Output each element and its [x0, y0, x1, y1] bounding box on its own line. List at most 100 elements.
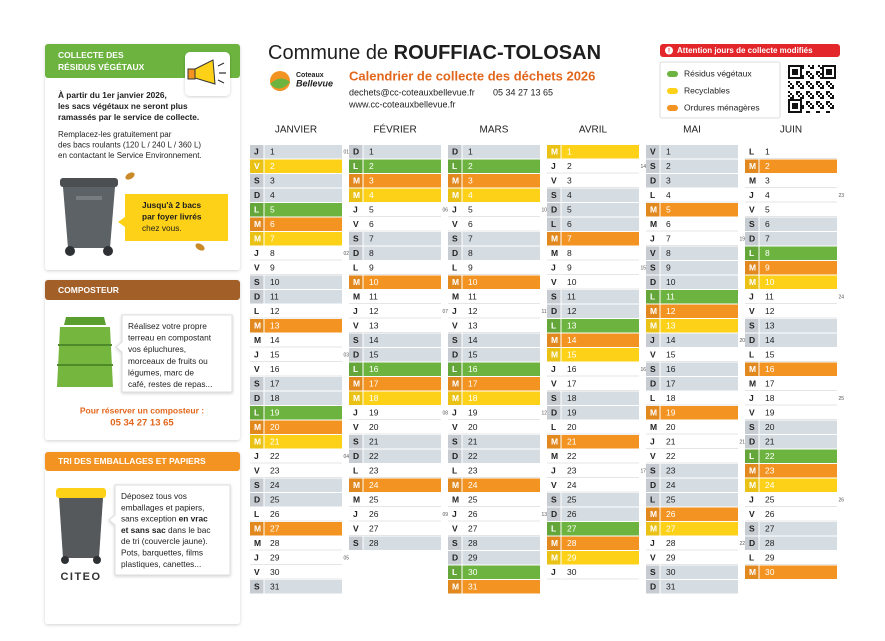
day-number: 1 — [369, 147, 374, 157]
qr-module — [802, 85, 804, 87]
qr-module — [830, 103, 832, 105]
day-row — [250, 290, 342, 304]
qr-module — [826, 93, 828, 95]
day-number: 23 — [270, 466, 280, 476]
day-number: 24 — [270, 480, 280, 490]
day-number: 23 — [666, 466, 676, 476]
day-row — [745, 188, 837, 202]
day-letter: S — [551, 495, 557, 505]
qr-module — [822, 73, 824, 75]
day-number: 11 — [666, 292, 675, 302]
week-number: 13 — [542, 512, 548, 518]
day-number: 25 — [666, 495, 676, 505]
day-row — [646, 420, 738, 434]
day-letter: M — [551, 350, 558, 360]
day-letter: M — [749, 364, 756, 374]
day-letter: V — [254, 567, 260, 577]
day-number: 17 — [369, 379, 379, 389]
qr-module — [818, 105, 820, 107]
day-row — [646, 174, 738, 188]
text-line-segment: vos épluchures, — [128, 344, 186, 354]
day-letter: L — [551, 219, 556, 229]
card-sorting — [45, 452, 240, 624]
text-line: plastiques, canettes... — [121, 559, 201, 569]
day-letter: V — [452, 321, 458, 331]
day-number: 13 — [567, 321, 577, 331]
qr-module — [796, 103, 798, 105]
week-number: 03 — [344, 353, 350, 359]
qr-module — [810, 77, 812, 79]
day-row — [349, 203, 441, 217]
day-row — [646, 551, 738, 565]
day-number: 10 — [369, 277, 379, 287]
day-number: 22 — [666, 451, 676, 461]
day-letter-cell — [448, 536, 462, 550]
day-letter: M — [749, 161, 756, 171]
day-row — [745, 304, 837, 318]
qr-module — [800, 69, 802, 71]
week-number: 22 — [740, 541, 746, 547]
day-number: 7 — [567, 234, 572, 244]
day-row — [349, 536, 441, 550]
qr-module — [824, 77, 826, 79]
day-row — [349, 246, 441, 260]
week-number: 19 — [740, 237, 746, 243]
day-letter: D — [749, 538, 755, 548]
day-row — [448, 217, 540, 231]
qr-module — [802, 95, 804, 97]
day-number: 26 — [468, 509, 478, 519]
day-row — [448, 507, 540, 521]
day-letter: V — [551, 379, 557, 389]
day-letter: J — [452, 306, 457, 316]
qr-module — [830, 97, 832, 99]
qr-module — [792, 71, 794, 73]
day-row — [547, 551, 639, 565]
day-letter: V — [452, 219, 458, 229]
qr-module — [808, 101, 810, 103]
day-letter-cell — [448, 188, 462, 202]
day-letter: L — [254, 408, 259, 418]
qr-module — [810, 107, 812, 109]
day-row — [547, 493, 639, 507]
day-number: 15 — [666, 350, 676, 360]
speech-bubble — [115, 314, 233, 393]
qr-module — [800, 111, 802, 113]
booking-phone: 05 34 27 13 65 — [110, 418, 174, 429]
week-number: 05 — [344, 556, 350, 562]
day-row — [349, 217, 441, 231]
day-number: 21 — [666, 437, 676, 447]
day-letter-cell — [547, 551, 561, 565]
day-letter: M — [749, 263, 756, 273]
day-number: 29 — [270, 553, 280, 563]
day-row — [448, 145, 540, 159]
day-letter: V — [650, 147, 656, 157]
day-number: 7 — [765, 234, 770, 244]
day-letter-cell — [745, 449, 759, 463]
day-row — [547, 290, 639, 304]
day-row — [349, 362, 441, 376]
day-number: 12 — [567, 306, 577, 316]
qr-module — [808, 111, 810, 113]
day-letter: D — [353, 451, 359, 461]
day-number: 17 — [666, 379, 676, 389]
day-letter: D — [353, 350, 359, 360]
day-number: 16 — [369, 364, 379, 374]
qr-module — [832, 65, 834, 67]
day-letter: S — [551, 292, 557, 302]
day-letter: M — [452, 393, 459, 403]
qr-module — [822, 67, 824, 69]
day-number: 10 — [270, 277, 280, 287]
day-number: 9 — [369, 263, 374, 273]
qr-module — [792, 103, 794, 105]
qr-module — [810, 103, 812, 105]
day-letter-cell — [646, 333, 660, 347]
day-number: 17 — [765, 379, 775, 389]
day-number: 24 — [369, 480, 379, 490]
day-row — [646, 580, 738, 594]
text-line-segment: Remplacez-les gratuitement par — [58, 130, 172, 139]
day-row — [448, 362, 540, 376]
day-number: 24 — [567, 480, 577, 490]
callout — [118, 194, 228, 241]
day-row — [547, 362, 639, 376]
